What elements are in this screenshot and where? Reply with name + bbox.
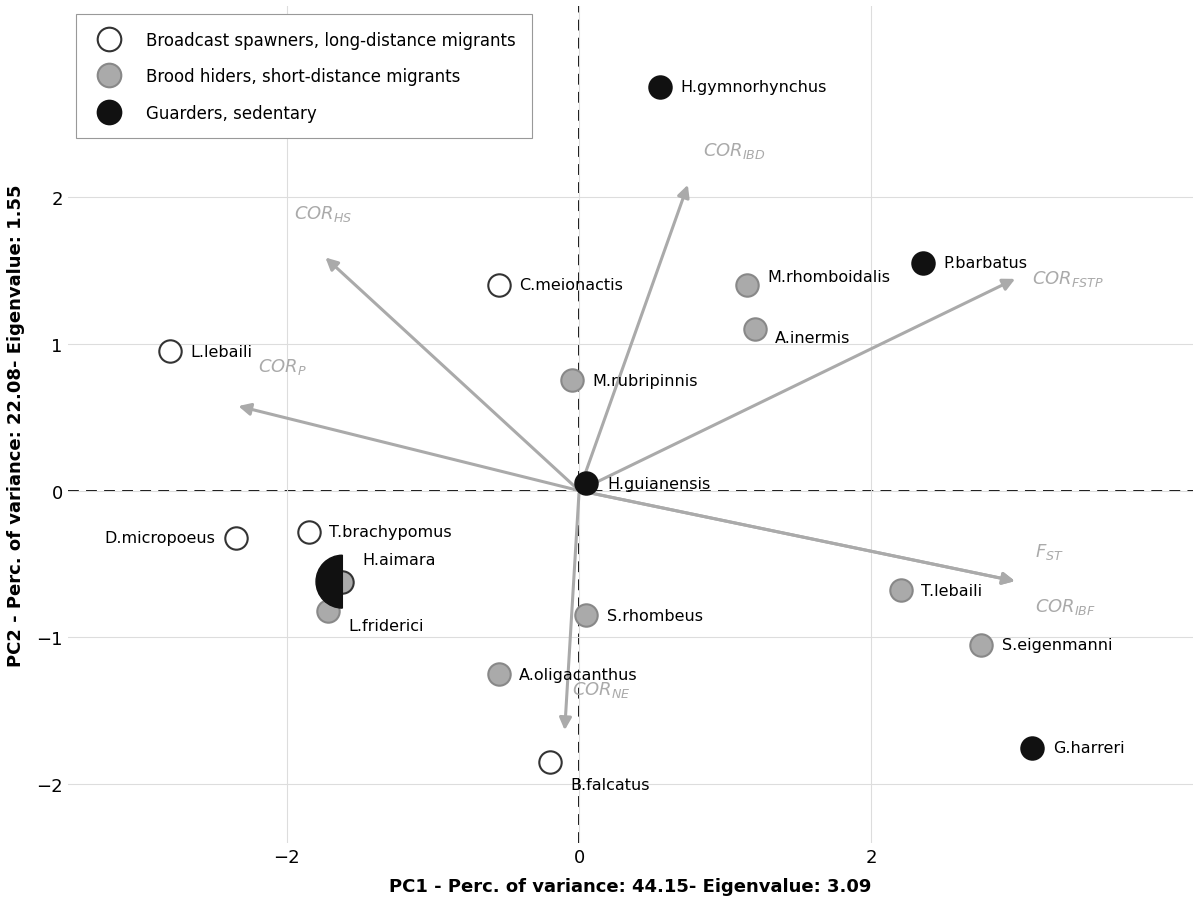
Text: A.inermis: A.inermis [775, 331, 851, 346]
Point [972, 638, 991, 652]
Text: H.gymnorhynchus: H.gymnorhynchus [680, 80, 827, 95]
Text: $COR_{IBF}$: $COR_{IBF}$ [1036, 597, 1097, 617]
Legend: Broadcast spawners, long-distance migrants, Brood hiders, short-distance migrant: Broadcast spawners, long-distance migran… [76, 15, 533, 139]
Text: G.harreri: G.harreri [1052, 741, 1124, 755]
Point [577, 609, 596, 623]
Text: $COR_{HS}$: $COR_{HS}$ [294, 204, 353, 224]
Text: $COR_{IBD}$: $COR_{IBD}$ [703, 141, 766, 161]
X-axis label: PC1 - Perc. of variance: 44.15- Eigenvalue: 3.09: PC1 - Perc. of variance: 44.15- Eigenval… [389, 877, 871, 895]
Point [1022, 741, 1042, 755]
Text: L.friderici: L.friderici [348, 619, 424, 633]
Point [299, 525, 318, 539]
Point [161, 345, 180, 359]
Point [745, 323, 764, 337]
Wedge shape [316, 556, 342, 609]
Text: D.micropoeus: D.micropoeus [104, 530, 215, 546]
Text: C.meionactis: C.meionactis [520, 278, 623, 293]
Text: T.lebaili: T.lebaili [922, 584, 983, 598]
Text: H.aimara: H.aimara [362, 553, 437, 567]
Text: $F_{ST}$: $F_{ST}$ [1036, 541, 1064, 561]
Text: M.rhomboidalis: M.rhomboidalis [768, 270, 890, 284]
Point [540, 755, 559, 769]
Text: P.barbatus: P.barbatus [943, 256, 1027, 272]
Point [650, 80, 670, 95]
Point [490, 279, 509, 293]
Text: S.rhombeus: S.rhombeus [607, 608, 703, 623]
Point [226, 530, 245, 545]
Y-axis label: PC2 - Perc. of variance: 22.08- Eigenvalue: 1.55: PC2 - Perc. of variance: 22.08- Eigenval… [7, 184, 25, 666]
Point [332, 575, 352, 589]
Text: S.eigenmanni: S.eigenmanni [1002, 638, 1112, 652]
Text: M.rubripinnis: M.rubripinnis [593, 373, 697, 389]
Point [913, 256, 932, 271]
Point [490, 667, 509, 682]
Text: A.oligacanthus: A.oligacanthus [520, 667, 638, 682]
Text: T.brachypomus: T.brachypomus [329, 525, 452, 539]
Text: $COR_{NE}$: $COR_{NE}$ [572, 679, 630, 699]
Point [563, 373, 582, 388]
Text: B.falcatus: B.falcatus [570, 777, 650, 792]
Point [738, 279, 757, 293]
Point [577, 476, 596, 491]
Text: $COR_{FSTP}$: $COR_{FSTP}$ [1032, 269, 1104, 289]
Text: L.lebaili: L.lebaili [191, 345, 252, 359]
Point [318, 604, 337, 619]
Text: H.guianensis: H.guianensis [607, 476, 710, 492]
Text: $COR_{P}$: $COR_{P}$ [258, 356, 306, 377]
Point [892, 584, 911, 598]
